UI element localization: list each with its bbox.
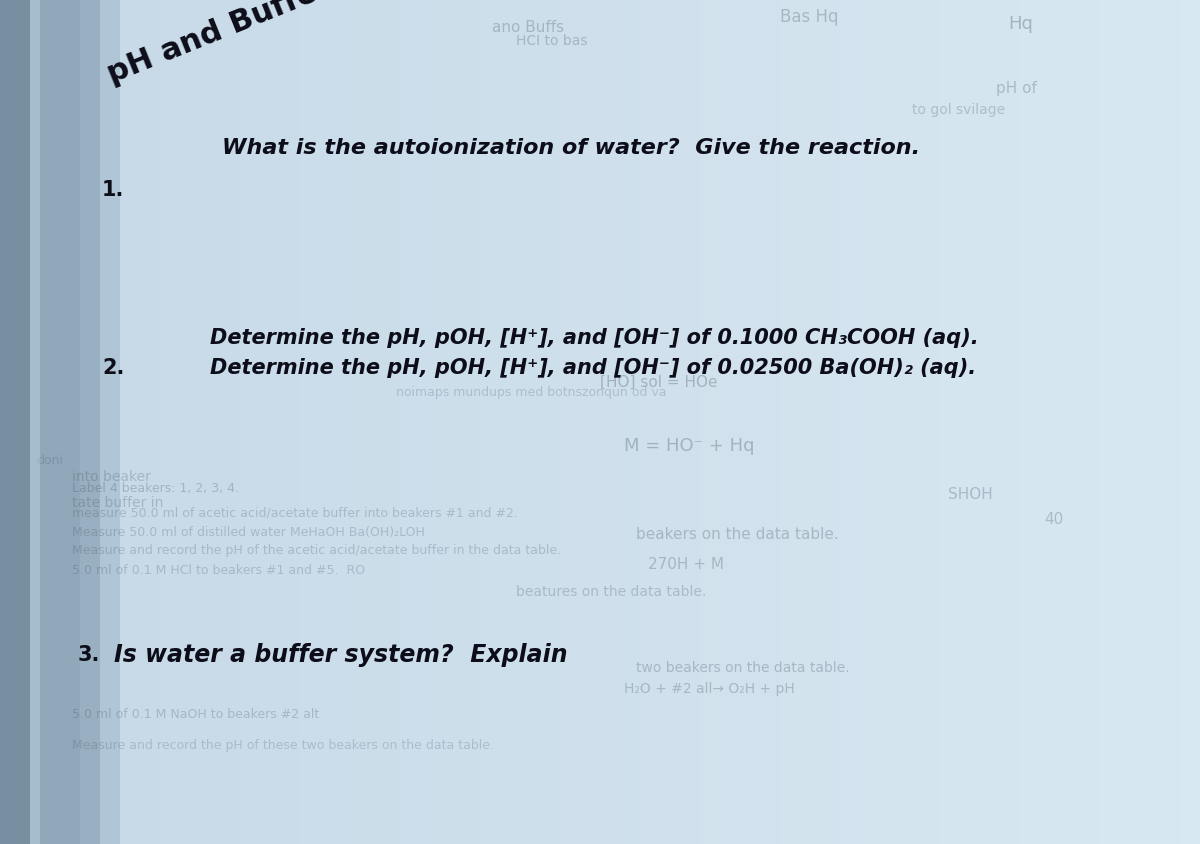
Bar	[1080, 0, 1100, 844]
Bar	[280, 0, 300, 844]
Bar	[1180, 0, 1200, 844]
Text: Hq: Hq	[1008, 14, 1033, 33]
Bar	[480, 0, 500, 844]
Bar	[240, 0, 260, 844]
Bar	[920, 0, 940, 844]
Bar	[1100, 0, 1120, 844]
Bar	[600, 0, 620, 844]
Text: SHOH: SHOH	[948, 486, 992, 501]
Bar	[440, 0, 460, 844]
Bar	[560, 0, 580, 844]
Text: 270H + M: 270H + M	[648, 556, 724, 571]
Bar	[80, 0, 100, 844]
Text: 3.: 3.	[78, 644, 101, 664]
Text: Measure 50.0 ml of distilled water MeHaOH Ba(OH)₂LOH: Measure 50.0 ml of distilled water MeHaO…	[72, 525, 425, 538]
Text: 40: 40	[1044, 511, 1063, 527]
Bar	[900, 0, 920, 844]
Bar	[860, 0, 880, 844]
Text: Label 4 beakers: 1, 2, 3, 4.: Label 4 beakers: 1, 2, 3, 4.	[72, 481, 239, 495]
Bar	[820, 0, 840, 844]
Text: M = HO⁻ + Hq: M = HO⁻ + Hq	[624, 436, 755, 455]
Text: Is water a buffer system?  Explain: Is water a buffer system? Explain	[114, 642, 568, 666]
Bar	[1040, 0, 1060, 844]
Text: 2.: 2.	[102, 357, 125, 377]
Bar	[640, 0, 660, 844]
Bar	[980, 0, 1000, 844]
Bar	[500, 0, 520, 844]
Bar	[120, 0, 140, 844]
Bar	[140, 0, 160, 844]
Text: noimaps mundups med botnszonqun od va: noimaps mundups med botnszonqun od va	[396, 386, 666, 399]
Bar	[260, 0, 280, 844]
Bar	[1160, 0, 1180, 844]
Bar	[1000, 0, 1020, 844]
Text: 5.0 ml of 0.1 M NaOH to beakers #2 alt: 5.0 ml of 0.1 M NaOH to beakers #2 alt	[72, 706, 319, 720]
Text: beatures on the data table.: beatures on the data table.	[516, 584, 707, 598]
Bar	[320, 0, 340, 844]
Bar	[0, 0, 30, 844]
Text: doni: doni	[36, 453, 64, 467]
Bar	[340, 0, 360, 844]
Bar	[780, 0, 800, 844]
Bar	[840, 0, 860, 844]
Text: tate buffer in: tate buffer in	[72, 495, 163, 509]
Bar	[420, 0, 440, 844]
Text: [HO] sol = HOe: [HO] sol = HOe	[600, 374, 718, 389]
Bar	[380, 0, 400, 844]
Text: Measure and record the pH of these two beakers on the data table.: Measure and record the pH of these two b…	[72, 738, 494, 751]
Bar	[1120, 0, 1140, 844]
Bar	[1020, 0, 1040, 844]
Bar	[300, 0, 320, 844]
Text: Determine the pH, pOH, [H⁺], and [OH⁻] of 0.1000 CH₃COOH (aq).: Determine the pH, pOH, [H⁺], and [OH⁻] o…	[210, 327, 979, 348]
Bar	[1060, 0, 1080, 844]
Bar	[30, 0, 40, 844]
Bar	[620, 0, 640, 844]
Text: ano Buffs: ano Buffs	[492, 19, 564, 35]
Bar	[400, 0, 420, 844]
Bar	[880, 0, 900, 844]
Text: into beaker: into beaker	[72, 470, 151, 484]
Text: What is the autoionization of water?  Give the reaction.: What is the autoionization of water? Giv…	[222, 138, 920, 158]
Bar	[460, 0, 480, 844]
Text: Determine the pH, pOH, [H⁺], and [OH⁻] of 0.02500 Ba(OH)₂ (aq).: Determine the pH, pOH, [H⁺], and [OH⁻] o…	[210, 357, 976, 377]
Bar	[1140, 0, 1160, 844]
Bar	[40, 0, 60, 844]
Text: Bas Hq: Bas Hq	[780, 8, 839, 26]
Text: HCI to bas: HCI to bas	[516, 34, 588, 47]
Bar	[680, 0, 700, 844]
Text: pH of: pH of	[996, 81, 1037, 96]
Bar	[800, 0, 820, 844]
Bar	[740, 0, 760, 844]
Bar	[700, 0, 720, 844]
Bar	[20, 0, 40, 844]
Bar	[760, 0, 780, 844]
Bar	[360, 0, 380, 844]
Bar	[720, 0, 740, 844]
Text: 5.0 ml of 0.1 M HCl to beakers #1 and #5.  RO: 5.0 ml of 0.1 M HCl to beakers #1 and #5…	[72, 563, 365, 576]
Text: 1.: 1.	[102, 180, 125, 200]
Text: to gol svilage: to gol svilage	[912, 103, 1006, 116]
Bar	[200, 0, 220, 844]
Text: pH and Buffers pre-lab: pH and Buffers pre-lab	[103, 0, 476, 89]
Bar	[660, 0, 680, 844]
Bar	[60, 0, 80, 844]
Text: Measure and record the pH of the acetic acid/acetate buffer in the data table.: Measure and record the pH of the acetic …	[72, 544, 562, 557]
Bar	[180, 0, 200, 844]
Bar	[100, 0, 120, 844]
Text: measure 50.0 ml of acetic acid/acetate buffer into beakers #1 and #2.: measure 50.0 ml of acetic acid/acetate b…	[72, 506, 518, 519]
Bar	[160, 0, 180, 844]
Bar	[220, 0, 240, 844]
Bar	[580, 0, 600, 844]
Bar	[0, 0, 20, 844]
Text: beakers on the data table.: beakers on the data table.	[636, 526, 839, 541]
Bar	[960, 0, 980, 844]
Bar	[940, 0, 960, 844]
Text: H₂O + #2 all→ O₂H + pH: H₂O + #2 all→ O₂H + pH	[624, 681, 794, 695]
Bar	[540, 0, 560, 844]
Text: two beakers on the data table.: two beakers on the data table.	[636, 660, 850, 674]
Bar	[520, 0, 540, 844]
